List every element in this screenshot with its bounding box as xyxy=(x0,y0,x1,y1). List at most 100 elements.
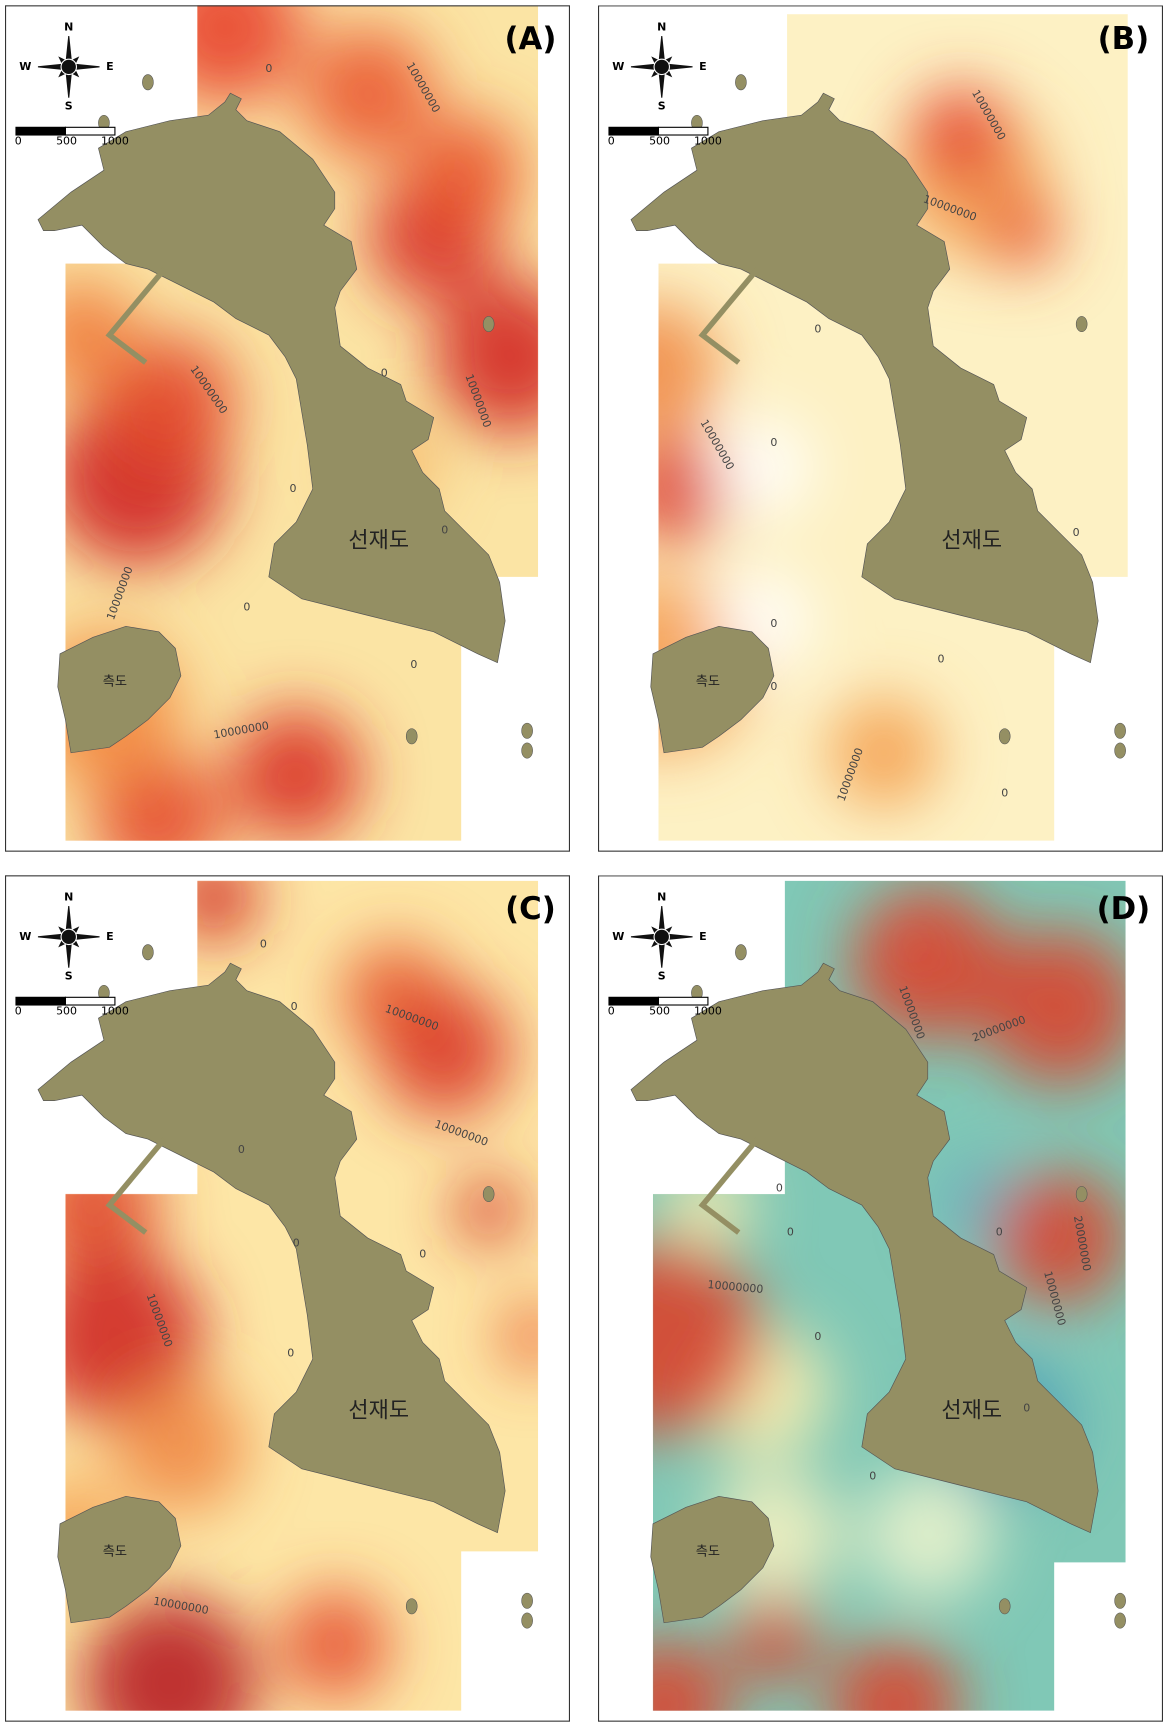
contour-label: 0 xyxy=(381,367,388,380)
heat-blob xyxy=(103,335,236,467)
island-name: 측도 xyxy=(103,1543,127,1559)
pier xyxy=(105,1137,167,1235)
panel-label: (B) xyxy=(1098,21,1150,57)
heat-blob xyxy=(658,433,730,544)
contour-label: 0 xyxy=(1073,526,1080,539)
island xyxy=(37,962,506,1534)
contour-label: 0 xyxy=(814,1330,821,1343)
islet xyxy=(521,1612,533,1629)
contour-label: 10000000 xyxy=(707,1278,764,1296)
island xyxy=(630,92,1099,664)
island xyxy=(650,1496,775,1624)
heat-blob xyxy=(499,1303,539,1370)
island-name: 측도 xyxy=(696,673,720,689)
compass-letter: N xyxy=(657,20,666,33)
compass: N S E W xyxy=(19,20,113,112)
islet xyxy=(521,742,533,759)
compass-letter: S xyxy=(658,969,666,982)
islet xyxy=(735,74,747,91)
heat-blob xyxy=(65,1249,203,1425)
map-panel: 10000000100000001000000010000000000000선재… xyxy=(5,875,570,1722)
contour-label: 0 xyxy=(770,436,777,449)
heat-blob xyxy=(729,1595,818,1684)
island xyxy=(57,626,182,754)
pier xyxy=(698,1137,760,1235)
map-panel: 1000000010000000100000001000000010000000… xyxy=(5,5,570,852)
scale-label: 500 xyxy=(56,135,77,148)
contour-label: 0 xyxy=(869,1470,876,1483)
scale-label: 1000 xyxy=(101,1005,129,1018)
island-name: 측도 xyxy=(696,1543,720,1559)
islet xyxy=(1075,316,1088,333)
islet xyxy=(998,728,1011,745)
island-name: 선재도 xyxy=(941,529,1002,554)
pier xyxy=(698,267,760,365)
islet xyxy=(142,944,154,961)
heat-blob xyxy=(279,1589,390,1700)
compass-letter: N xyxy=(657,890,666,903)
contour-label: 0 xyxy=(441,524,448,537)
island xyxy=(37,92,506,664)
compass-center xyxy=(60,58,77,76)
heat-blob xyxy=(411,115,522,226)
contour-label: 0 xyxy=(238,1143,245,1156)
heat-blob xyxy=(230,708,363,841)
islet xyxy=(998,1598,1011,1615)
panel-border xyxy=(5,5,570,852)
heat-blob xyxy=(652,1639,730,1711)
island-name: 측도 xyxy=(103,673,127,689)
compass-letter: S xyxy=(65,99,73,112)
heat-blob xyxy=(850,886,1005,1041)
heat-blob xyxy=(982,930,1126,1085)
heat-blob xyxy=(911,87,1011,187)
contour-label: 0 xyxy=(776,1182,783,1195)
compass-center xyxy=(653,928,670,946)
island xyxy=(57,1496,182,1624)
heat-blob xyxy=(713,417,813,517)
contour-label: 0 xyxy=(1001,786,1008,799)
contour-label: 0 xyxy=(293,1237,300,1250)
compass-center xyxy=(60,928,77,946)
contour-label: 0 xyxy=(770,617,777,630)
contour-label: 0 xyxy=(787,1226,794,1239)
map-panel: 100000001000000010000000100000000000000선… xyxy=(598,5,1163,852)
contour-label: 0 xyxy=(996,1226,1003,1239)
heat-blob xyxy=(92,752,225,841)
islet xyxy=(405,728,418,745)
heat-blob xyxy=(982,192,1060,270)
islet xyxy=(482,316,495,333)
contour-label: 0 xyxy=(289,482,296,495)
island-name: 선재도 xyxy=(348,529,409,554)
panel-label: (C) xyxy=(505,891,556,927)
heat-blob xyxy=(828,697,939,808)
heat-blob xyxy=(378,985,511,1118)
scale-label: 0 xyxy=(608,135,615,148)
contour-label: 0 xyxy=(770,680,777,693)
compass: N S E W xyxy=(19,890,113,982)
panel-label: (A) xyxy=(504,21,556,57)
islet xyxy=(1114,742,1126,759)
compass-letter: S xyxy=(658,99,666,112)
islet xyxy=(521,722,533,739)
scale-label: 0 xyxy=(15,1005,22,1018)
compass-letter: N xyxy=(64,890,73,903)
contour-label: 0 xyxy=(1023,1401,1030,1414)
compass-letter: W xyxy=(612,930,624,943)
pier xyxy=(105,267,167,365)
islet xyxy=(1114,1592,1126,1609)
panel-border xyxy=(598,5,1163,852)
compass-letter: W xyxy=(19,60,31,73)
panel-border xyxy=(5,875,570,1722)
scale-label: 500 xyxy=(56,1005,77,1018)
heat-blob xyxy=(301,27,434,160)
islet xyxy=(1114,1612,1126,1629)
heat-blob xyxy=(65,280,137,391)
scale-bar-white xyxy=(657,996,709,1006)
heat-blob xyxy=(658,302,719,434)
island xyxy=(650,626,775,754)
island xyxy=(630,962,1099,1534)
contour-label: 0 xyxy=(419,1248,426,1261)
panel-border xyxy=(598,875,1163,1722)
heat-blob xyxy=(652,1238,763,1436)
heat-blob xyxy=(65,1139,159,1272)
